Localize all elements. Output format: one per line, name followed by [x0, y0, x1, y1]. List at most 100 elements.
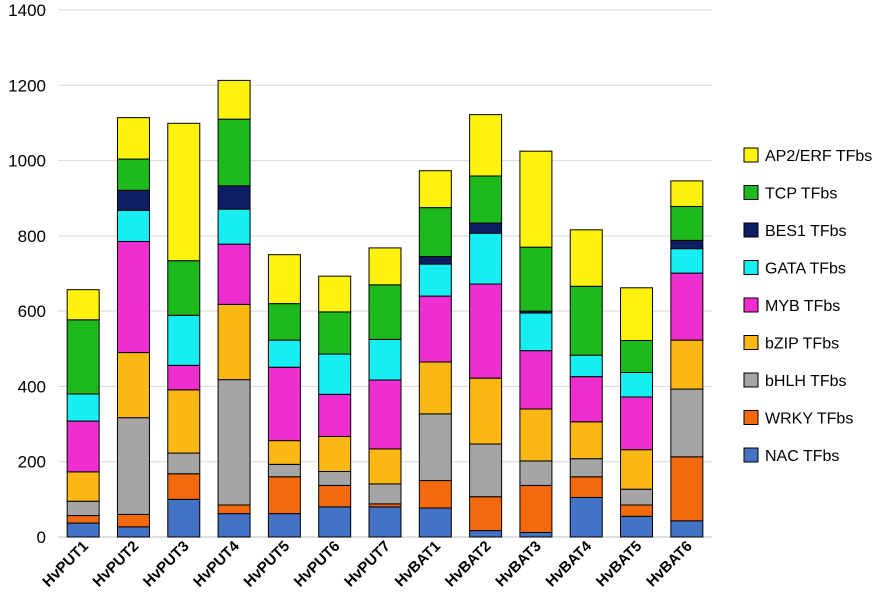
bar-segment-gata-tfbs-hvput5 — [267, 339, 301, 368]
bar-segment-bzip-tfbs-hvput1 — [66, 471, 100, 502]
bar-segment-nac-tfbs-hvbat6 — [670, 520, 704, 538]
bar-segment-wrky-tfbs-hvput6 — [318, 484, 352, 508]
y-tick-label: 1200 — [8, 76, 46, 95]
bar-stack-hvput7 — [368, 247, 402, 538]
legend-label: MYB TFbs — [765, 298, 840, 315]
y-tick-label: 1000 — [8, 152, 46, 171]
bar-segment-bzip-tfbs-hvbat3 — [519, 408, 553, 462]
y-tick-label: 800 — [18, 227, 46, 246]
bar-segment-bzip-tfbs-hvput7 — [368, 448, 402, 485]
bar-stack-hvbat5 — [620, 287, 654, 538]
bar-segment-nac-tfbs-hvbat2 — [469, 530, 503, 538]
bar-segment-myb-tfbs-hvbat3 — [519, 350, 553, 410]
bar-segment-tcp-tfbs-hvbat1 — [418, 207, 452, 258]
bar-segment-myb-tfbs-hvput2 — [116, 241, 150, 354]
bar-segment-gata-tfbs-hvput1 — [66, 393, 100, 422]
bar-segment-wrky-tfbs-hvput5 — [267, 476, 301, 515]
bar-segment-bhlh-tfbs-hvbat6 — [670, 388, 704, 458]
legend-swatch — [743, 410, 759, 425]
bar-stack-hvbat1 — [418, 170, 452, 538]
bar-segment-gata-tfbs-hvbat2 — [469, 232, 503, 285]
bar-segment-ap2-erf-tfbs-hvput2 — [116, 117, 150, 160]
bar-segment-ap2-erf-tfbs-hvbat5 — [620, 287, 654, 342]
bar-segment-wrky-tfbs-hvbat4 — [569, 476, 603, 498]
bar-segment-nac-tfbs-hvput5 — [267, 513, 301, 538]
bar-stacks — [66, 79, 704, 538]
bar-segment-nac-tfbs-hvput7 — [368, 506, 402, 538]
bar-segment-tcp-tfbs-hvput1 — [66, 319, 100, 395]
bar-stack-hvput5 — [267, 254, 301, 538]
x-tick-label: HvBAT5 — [593, 538, 645, 590]
legend-item-bes1-tfbs: BES1 TFbs — [743, 222, 847, 240]
legend-label: AP2/ERF TFbs — [765, 148, 872, 165]
legend-swatch — [743, 447, 759, 463]
y-tick-label: 600 — [18, 302, 46, 321]
bar-segment-tcp-tfbs-hvput4 — [217, 118, 251, 187]
bar-segment-nac-tfbs-hvbat5 — [620, 515, 654, 538]
bar-segment-wrky-tfbs-hvput1 — [66, 515, 100, 524]
x-tick-label: HvPUT7 — [341, 538, 394, 591]
bar-segment-bes1-tfbs-hvbat1 — [418, 256, 452, 265]
bar-segment-gata-tfbs-hvbat4 — [569, 354, 603, 378]
bar-segment-gata-tfbs-hvput7 — [368, 338, 402, 381]
x-tick-label: HvBAT6 — [643, 538, 695, 590]
bar-segment-bhlh-tfbs-hvbat1 — [418, 413, 452, 482]
x-axis: HvPUT1HvPUT2HvPUT3HvPUT4HvPUT5HvPUT6HvPU… — [39, 537, 695, 590]
bar-segment-tcp-tfbs-hvput7 — [368, 284, 402, 340]
bar-segment-wrky-tfbs-hvput3 — [167, 473, 201, 500]
x-tick-label: HvPUT2 — [90, 538, 143, 591]
bar-segment-bzip-tfbs-hvbat5 — [620, 449, 654, 490]
bar-stack-hvput4 — [217, 79, 251, 538]
legend-swatch — [743, 185, 759, 200]
y-tick-label: 400 — [18, 377, 46, 396]
bar-segment-myb-tfbs-hvbat2 — [469, 283, 503, 379]
bar-stack-hvbat2 — [469, 114, 503, 538]
bar-segment-gata-tfbs-hvput4 — [217, 208, 251, 245]
bar-segment-wrky-tfbs-hvput4 — [217, 504, 251, 515]
legend-label: BES1 TFbs — [765, 223, 847, 240]
bar-segment-ap2-erf-tfbs-hvput1 — [66, 289, 100, 321]
bar-segment-bzip-tfbs-hvput3 — [167, 389, 201, 454]
bar-segment-bzip-tfbs-hvbat4 — [569, 421, 603, 460]
y-tick-label: 0 — [37, 528, 46, 547]
bar-segment-bzip-tfbs-hvput4 — [217, 303, 251, 381]
bar-segment-nac-tfbs-hvput2 — [116, 526, 150, 538]
bar-segment-ap2-erf-tfbs-hvbat4 — [569, 229, 603, 287]
bar-segment-bhlh-tfbs-hvput6 — [318, 471, 352, 486]
bar-segment-ap2-erf-tfbs-hvbat1 — [418, 170, 452, 209]
bar-segment-myb-tfbs-hvbat6 — [670, 272, 704, 341]
legend-swatch — [743, 372, 759, 388]
bar-segment-bhlh-tfbs-hvput4 — [217, 379, 251, 506]
bar-segment-ap2-erf-tfbs-hvput3 — [167, 122, 201, 262]
bar-segment-nac-tfbs-hvput6 — [318, 506, 352, 538]
bar-segment-bes1-tfbs-hvbat2 — [469, 222, 503, 234]
bar-segment-bzip-tfbs-hvput6 — [318, 435, 352, 473]
bar-segment-bhlh-tfbs-hvbat4 — [569, 458, 603, 478]
bar-segment-nac-tfbs-hvput4 — [217, 513, 251, 538]
bar-segment-bes1-tfbs-hvput4 — [217, 185, 251, 210]
bar-segment-wrky-tfbs-hvbat1 — [418, 480, 452, 509]
legend-swatch — [743, 335, 759, 350]
legend-item-ap2-erf-tfbs: AP2/ERF TFbs — [743, 147, 872, 165]
bar-segment-myb-tfbs-hvput5 — [267, 366, 301, 442]
bar-segment-gata-tfbs-hvbat3 — [519, 312, 553, 352]
bar-segment-wrky-tfbs-hvbat3 — [519, 484, 553, 533]
bar-segment-gata-tfbs-hvput6 — [318, 353, 352, 395]
bar-segment-tcp-tfbs-hvbat3 — [519, 246, 553, 312]
legend-swatch — [743, 147, 759, 163]
bar-segment-gata-tfbs-hvput2 — [116, 209, 150, 243]
bar-segment-myb-tfbs-hvput6 — [318, 393, 352, 437]
bar-segment-bhlh-tfbs-hvbat5 — [620, 488, 654, 506]
bar-segment-tcp-tfbs-hvput2 — [116, 158, 150, 191]
bar-segment-tcp-tfbs-hvbat2 — [469, 175, 503, 224]
bar-segment-ap2-erf-tfbs-hvbat2 — [469, 114, 503, 177]
bar-segment-bhlh-tfbs-hvput1 — [66, 500, 100, 517]
legend-item-myb-tfbs: MYB TFbs — [743, 297, 840, 315]
legend-swatch — [743, 260, 759, 275]
bar-segment-tcp-tfbs-hvbat4 — [569, 285, 603, 356]
bar-stack-hvbat6 — [670, 180, 704, 538]
x-tick-label: HvPUT3 — [140, 538, 193, 591]
bar-segment-ap2-erf-tfbs-hvbat6 — [670, 180, 704, 207]
bar-segment-myb-tfbs-hvput4 — [217, 243, 251, 305]
bar-segment-bzip-tfbs-hvput2 — [116, 352, 150, 419]
